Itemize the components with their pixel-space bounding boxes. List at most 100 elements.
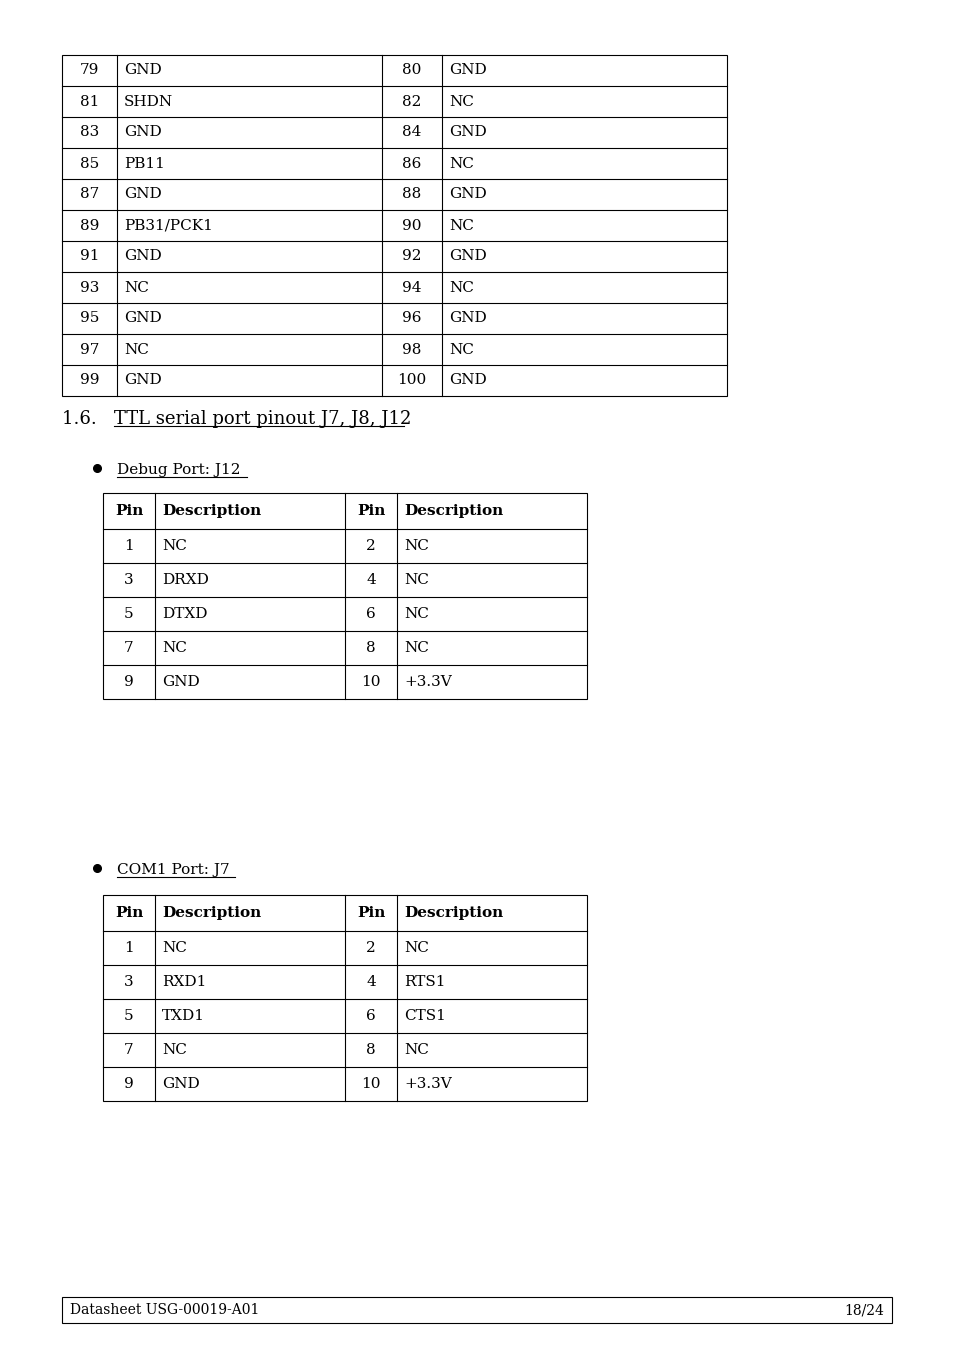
Text: DTXD: DTXD	[162, 607, 208, 621]
Text: 79: 79	[80, 63, 99, 77]
Text: SHDN: SHDN	[124, 95, 172, 108]
Text: 85: 85	[80, 157, 99, 170]
Text: 5: 5	[124, 1009, 133, 1023]
Text: 87: 87	[80, 188, 99, 201]
Text: COM1 Port: J7: COM1 Port: J7	[117, 863, 230, 877]
Bar	[62, 55, 726, 396]
Text: GND: GND	[449, 63, 486, 77]
Text: NC: NC	[403, 942, 429, 955]
Text: Debug Port: J12: Debug Port: J12	[117, 463, 240, 477]
Text: RTS1: RTS1	[403, 975, 445, 989]
Bar	[103, 493, 586, 698]
Text: 10: 10	[361, 676, 380, 689]
Text: 7: 7	[124, 1043, 133, 1056]
Text: 84: 84	[402, 126, 421, 139]
Text: 10: 10	[361, 1077, 380, 1092]
Text: 9: 9	[124, 1077, 133, 1092]
Text: GND: GND	[449, 373, 486, 388]
Text: NC: NC	[403, 640, 429, 655]
Text: 9: 9	[124, 676, 133, 689]
Text: Datasheet USG-00019-A01: Datasheet USG-00019-A01	[70, 1302, 259, 1317]
Text: +3.3V: +3.3V	[403, 676, 452, 689]
Text: 97: 97	[80, 343, 99, 357]
Text: 2: 2	[366, 942, 375, 955]
Bar	[103, 894, 586, 1101]
Text: 18/24: 18/24	[843, 1302, 883, 1317]
Text: 90: 90	[402, 219, 421, 232]
Text: 81: 81	[80, 95, 99, 108]
Text: 91: 91	[80, 250, 99, 263]
Text: 8: 8	[366, 640, 375, 655]
Text: TTL serial port pinout J7, J8, J12: TTL serial port pinout J7, J8, J12	[113, 409, 411, 428]
Text: Description: Description	[403, 504, 503, 517]
Bar	[62, 1297, 891, 1323]
Text: GND: GND	[449, 188, 486, 201]
Text: 80: 80	[402, 63, 421, 77]
Text: 4: 4	[366, 573, 375, 586]
Text: GND: GND	[124, 312, 162, 326]
Text: GND: GND	[124, 373, 162, 388]
Text: Pin: Pin	[356, 504, 385, 517]
Text: 3: 3	[124, 975, 133, 989]
Text: NC: NC	[449, 157, 474, 170]
Text: TXD1: TXD1	[162, 1009, 205, 1023]
Text: GND: GND	[162, 676, 199, 689]
Text: 4: 4	[366, 975, 375, 989]
Text: GND: GND	[124, 188, 162, 201]
Text: NC: NC	[403, 607, 429, 621]
Text: 95: 95	[80, 312, 99, 326]
Text: 7: 7	[124, 640, 133, 655]
Text: Description: Description	[162, 504, 261, 517]
Text: 1: 1	[124, 942, 133, 955]
Text: GND: GND	[124, 126, 162, 139]
Text: 98: 98	[402, 343, 421, 357]
Text: NC: NC	[162, 942, 187, 955]
Text: 1: 1	[124, 539, 133, 553]
Text: 99: 99	[80, 373, 99, 388]
Text: +3.3V: +3.3V	[403, 1077, 452, 1092]
Text: GND: GND	[162, 1077, 199, 1092]
Text: GND: GND	[449, 250, 486, 263]
Text: Description: Description	[162, 907, 261, 920]
Text: NC: NC	[449, 219, 474, 232]
Text: Pin: Pin	[114, 504, 143, 517]
Text: PB31/PCK1: PB31/PCK1	[124, 219, 213, 232]
Text: 5: 5	[124, 607, 133, 621]
Text: Pin: Pin	[114, 907, 143, 920]
Text: NC: NC	[449, 95, 474, 108]
Text: RXD1: RXD1	[162, 975, 206, 989]
Text: 92: 92	[402, 250, 421, 263]
Text: NC: NC	[403, 539, 429, 553]
Text: 2: 2	[366, 539, 375, 553]
Text: 6: 6	[366, 1009, 375, 1023]
Text: 83: 83	[80, 126, 99, 139]
Text: NC: NC	[162, 539, 187, 553]
Text: NC: NC	[162, 1043, 187, 1056]
Text: 89: 89	[80, 219, 99, 232]
Text: 6: 6	[366, 607, 375, 621]
Text: 8: 8	[366, 1043, 375, 1056]
Text: 86: 86	[402, 157, 421, 170]
Text: CTS1: CTS1	[403, 1009, 445, 1023]
Text: NC: NC	[162, 640, 187, 655]
Text: 3: 3	[124, 573, 133, 586]
Text: NC: NC	[449, 343, 474, 357]
Text: NC: NC	[124, 343, 149, 357]
Text: 96: 96	[402, 312, 421, 326]
Text: 94: 94	[402, 281, 421, 295]
Text: Description: Description	[403, 907, 503, 920]
Text: GND: GND	[449, 312, 486, 326]
Text: 93: 93	[80, 281, 99, 295]
Text: NC: NC	[449, 281, 474, 295]
Text: 1.6.: 1.6.	[62, 409, 113, 428]
Text: Pin: Pin	[356, 907, 385, 920]
Text: 88: 88	[402, 188, 421, 201]
Text: 100: 100	[397, 373, 426, 388]
Text: 82: 82	[402, 95, 421, 108]
Text: NC: NC	[403, 1043, 429, 1056]
Text: NC: NC	[403, 573, 429, 586]
Text: GND: GND	[124, 250, 162, 263]
Text: PB11: PB11	[124, 157, 165, 170]
Text: GND: GND	[124, 63, 162, 77]
Text: DRXD: DRXD	[162, 573, 209, 586]
